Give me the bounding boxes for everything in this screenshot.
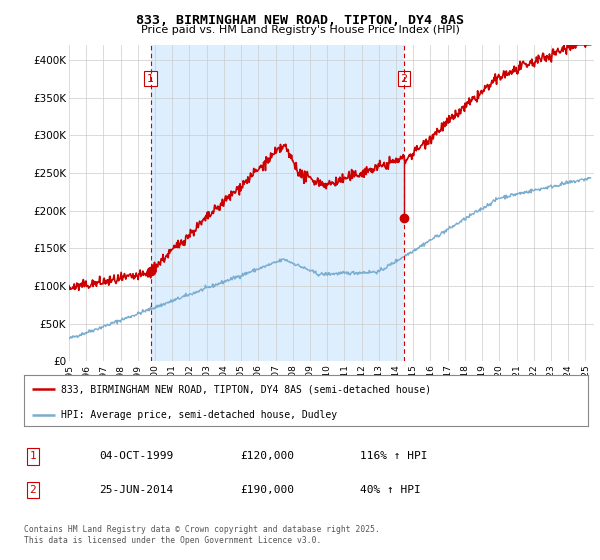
Text: 2: 2 (401, 74, 408, 83)
Bar (151, 45, 404, 361)
Text: 116% ↑ HPI: 116% ↑ HPI (360, 451, 427, 461)
Text: HPI: Average price, semi-detached house, Dudley: HPI: Average price, semi-detached house,… (61, 409, 337, 419)
Text: £190,000: £190,000 (240, 485, 294, 495)
Text: 40% ↑ HPI: 40% ↑ HPI (360, 485, 421, 495)
Text: 833, BIRMINGHAM NEW ROAD, TIPTON, DY4 8AS (semi-detached house): 833, BIRMINGHAM NEW ROAD, TIPTON, DY4 8A… (61, 384, 431, 394)
Text: 833, BIRMINGHAM NEW ROAD, TIPTON, DY4 8AS: 833, BIRMINGHAM NEW ROAD, TIPTON, DY4 8A… (136, 14, 464, 27)
Text: 25-JUN-2014: 25-JUN-2014 (99, 485, 173, 495)
Text: £120,000: £120,000 (240, 451, 294, 461)
Text: 1: 1 (147, 74, 154, 83)
Text: 04-OCT-1999: 04-OCT-1999 (99, 451, 173, 461)
Text: 1: 1 (29, 451, 37, 461)
Text: Price paid vs. HM Land Registry's House Price Index (HPI): Price paid vs. HM Land Registry's House … (140, 25, 460, 35)
Text: 2: 2 (29, 485, 37, 495)
Text: Contains HM Land Registry data © Crown copyright and database right 2025.
This d: Contains HM Land Registry data © Crown c… (24, 525, 380, 545)
